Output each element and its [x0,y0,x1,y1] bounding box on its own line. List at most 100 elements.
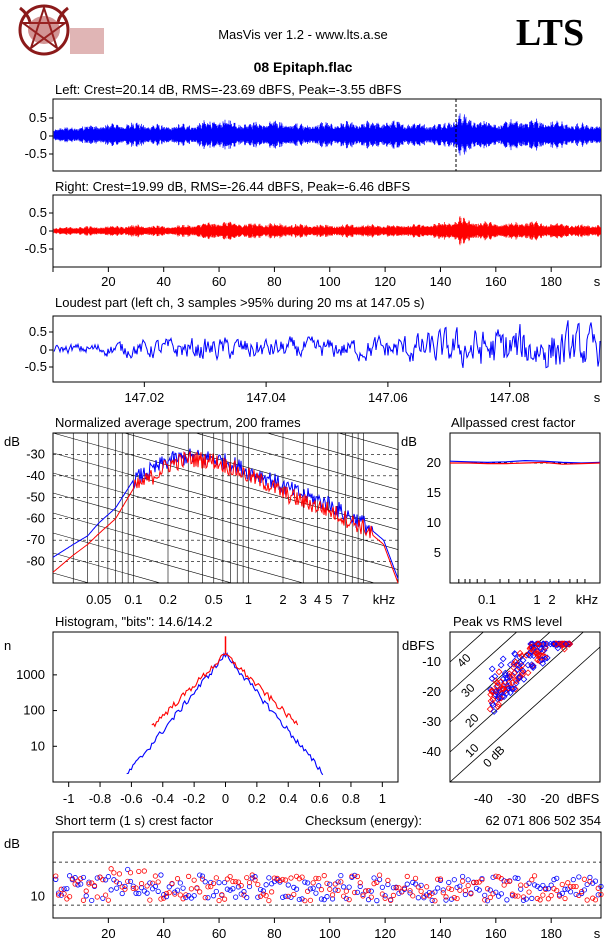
peak-rms-point-left [524,661,532,669]
peak-rms-ytick-label: -10 [422,654,441,669]
left-waveform-title: Left: Crest=20.14 dB, RMS=-23.69 dBFS, P… [55,82,402,97]
short-crest-point-right [534,895,540,902]
short-crest-point-right [515,893,521,899]
short-crest-point-right [216,897,222,904]
short-crest-point-right [202,895,208,901]
short-crest-point-left [426,889,433,896]
short-crest-point-left [307,886,313,892]
short-crest-point-left [526,880,532,886]
right-waveform-yaxis: 0.5 0 -0.5 [25,205,53,256]
short-crest-point-left [565,886,571,892]
xtick-label: 147.02 [124,390,164,405]
short-crest-point-right [166,890,172,896]
short-crest-point-left [89,897,95,904]
short-crest-point-left [396,890,402,896]
xtick-label: 60 [212,274,226,289]
short-crest-point-right [114,879,120,885]
xtick-label: 140 [430,274,452,289]
short-crest-point-left [199,873,206,879]
short-crest-point-right [354,873,361,880]
allpass-ytick-label: 15 [427,485,441,500]
peak-rms-point-left [492,688,500,696]
short-crest-point-left [371,875,377,881]
short-crest-point-left [86,879,92,885]
short-crest-point-right [579,889,585,895]
short-crest-point-right [244,875,250,881]
short-crest-point-right [554,887,560,894]
loudest-part-title: Loudest part (left ch, 3 samples >95% du… [55,295,425,310]
ytick-label: 0.5 [29,324,47,339]
short-crest-point-left [72,875,78,881]
short-crest-point-left [354,889,361,895]
short-crest-point-right [490,891,496,897]
histogram-xtick-label: 0.8 [342,791,360,806]
short-crest-point-left [202,879,208,885]
spectrum-xtick-label: 0.1 [124,592,142,607]
short-crest-point-right [144,883,150,889]
short-crest-point-right [230,878,236,885]
short-crest-point-left [332,887,338,893]
short-crest-point-right [188,886,194,892]
spectrum-axes: -30 -40 -50 -60 -70 -80 0.05 0.1 0.2 0.5 1 2 3 4 5 7 kHz [26,446,395,607]
short-crest-point-left [327,881,333,887]
peak-rms-frame [449,631,601,783]
peak-rms-point-left [514,666,521,674]
allpass-ytick-label: 10 [427,515,441,530]
peak-rms-point-right [561,645,568,653]
short-crest-point-right [382,895,388,901]
short-crest-point-left [554,875,560,881]
short-crest-point-right [293,873,300,879]
short-crest-point-right [141,868,147,874]
xtick-label: 40 [156,274,170,289]
spectrum-xtick-label: 7 [342,592,349,607]
allpass-series-right [450,461,601,465]
short-crest-point-left [432,889,438,895]
short-crest-point-right [97,874,103,880]
short-crest-point-right [197,889,203,895]
short-crest-point-right [429,890,435,896]
peak-rms-point-right [500,685,508,693]
short-crest-point-left [166,884,172,890]
short-crest-point-left [277,879,283,885]
short-crest-xtick-label: 180 [540,926,562,941]
short-crest-point-right [388,897,394,903]
short-crest-point-right [501,882,507,888]
short-crest-point-right [249,872,255,878]
short-crest-point-right [194,885,200,891]
short-crest-point-right [482,897,488,903]
short-crest-point-left [504,897,510,903]
peak-rms-point-left [519,657,527,664]
short-crest-point-right [158,896,164,902]
short-crest-point-left [338,872,344,879]
allpass-title: Allpassed crest factor [451,415,576,430]
allpass-ylabel: dB [401,434,417,449]
short-crest-point-right [371,881,377,887]
logo [18,4,104,56]
spectrum-slope [53,433,398,530]
spectrum-ytick-label: -60 [26,511,45,526]
short-crest-point-right [471,880,477,886]
short-crest-point-left [346,884,352,890]
short-crest-point-right [302,898,308,904]
short-crest-point-left [136,890,142,897]
short-crest-point-right [327,886,333,892]
short-crest-point-right [562,895,568,902]
short-crest-xtick-label: 160 [485,926,507,941]
short-crest-point-left [67,873,73,879]
short-crest-point-right [493,873,499,879]
short-crest-point-left [205,895,211,901]
peak-rms-point-right [516,649,524,657]
peak-rms-point-left [543,640,551,648]
short-crest-point-right [266,897,272,904]
spectrum-series [52,448,399,584]
short-crest-point-right [426,893,433,899]
short-crest-point-right [457,887,463,893]
peak-rms-ytick-label: -40 [422,744,441,759]
spectrum-ytick-label: -50 [26,489,45,504]
short-crest-point-right [399,889,405,895]
short-crest-point-left [435,885,441,891]
short-crest-point-right [210,880,217,886]
short-crest-point-left [376,877,383,883]
right-waveform-title: Right: Crest=19.99 dB, RMS=-26.44 dBFS, … [55,179,410,194]
short-crest-point-left [310,885,316,891]
